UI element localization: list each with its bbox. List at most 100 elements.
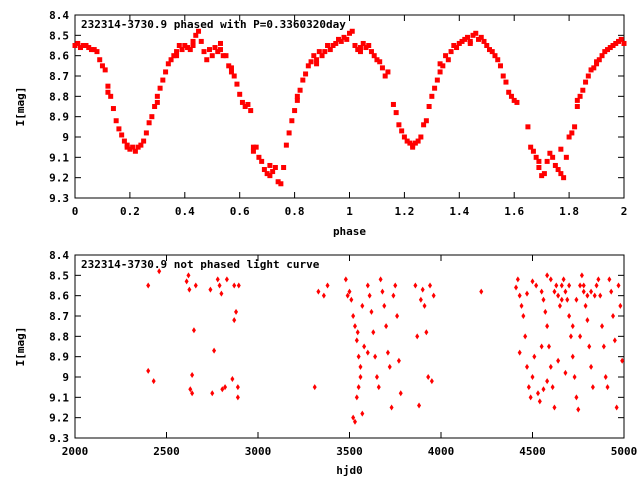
data-point <box>517 349 522 356</box>
unphased-data-points <box>146 268 625 425</box>
data-point <box>563 288 568 295</box>
data-point <box>190 390 195 397</box>
data-point <box>514 284 519 291</box>
data-point <box>422 302 427 309</box>
data-point <box>401 134 407 140</box>
data-point <box>550 154 556 160</box>
data-point <box>327 47 333 53</box>
data-point <box>121 138 127 144</box>
data-point <box>223 53 229 59</box>
data-point <box>373 353 378 360</box>
data-point <box>426 104 432 109</box>
data-point <box>415 138 421 144</box>
data-point <box>91 47 97 53</box>
x-tick-label: 3500 <box>336 445 363 458</box>
data-point <box>539 343 544 350</box>
data-point <box>465 34 471 40</box>
data-point <box>365 282 370 289</box>
data-point <box>207 47 213 53</box>
data-point <box>228 65 234 71</box>
data-point <box>534 282 539 289</box>
data-point <box>151 378 156 385</box>
data-point <box>525 363 530 370</box>
data-point <box>497 63 503 69</box>
data-point <box>220 386 225 393</box>
phased-x-axis-label: phase <box>333 225 366 238</box>
data-point <box>215 276 220 283</box>
data-point <box>612 337 617 344</box>
y-tick-label: 8.5 <box>49 29 69 42</box>
data-point <box>565 296 570 303</box>
y-tick-label: 8.6 <box>49 290 69 303</box>
data-point <box>500 73 506 79</box>
data-point <box>596 276 601 283</box>
data-point <box>555 167 561 173</box>
data-point <box>341 34 347 40</box>
data-point <box>208 286 213 293</box>
data-point <box>578 333 583 340</box>
data-point <box>234 81 240 87</box>
data-point <box>528 144 534 150</box>
data-point <box>154 99 160 105</box>
data-point <box>345 292 350 299</box>
data-point <box>602 49 608 55</box>
data-point <box>577 93 583 99</box>
data-point <box>467 40 473 46</box>
x-tick-label: 0.2 <box>120 205 140 218</box>
y-tick-label: 8.8 <box>49 330 69 343</box>
data-point <box>210 390 215 397</box>
data-point <box>470 32 476 38</box>
data-point <box>568 333 573 340</box>
data-point <box>592 292 597 299</box>
data-point <box>511 97 517 103</box>
x-tick-label: 1.6 <box>504 205 524 218</box>
data-point <box>545 272 550 279</box>
data-point <box>547 150 553 156</box>
phased-y-axis-label: I[mag] <box>14 87 27 127</box>
data-point <box>351 313 356 319</box>
data-point <box>191 327 196 334</box>
x-tick-label: 0.8 <box>285 205 305 218</box>
data-point <box>621 40 627 46</box>
data-point <box>245 101 251 107</box>
data-point <box>149 114 155 120</box>
data-point <box>351 414 356 421</box>
data-point <box>77 45 83 51</box>
data-point <box>204 57 210 63</box>
data-point <box>355 329 360 336</box>
data-point <box>237 91 243 97</box>
data-point <box>188 386 193 393</box>
data-point <box>190 43 196 48</box>
data-point <box>432 85 438 91</box>
data-point <box>119 132 125 138</box>
data-point <box>423 118 429 124</box>
data-point <box>308 59 314 65</box>
data-point <box>559 282 564 289</box>
data-point <box>217 40 223 46</box>
data-point <box>248 108 254 114</box>
data-point <box>88 47 94 53</box>
data-point <box>437 69 443 75</box>
unphased-plot: 8.4 8.5 8.6 8.7 8.8 8.9 9 9.1 9.2 9.3 2000 2500 300… <box>14 249 637 477</box>
data-point <box>476 36 482 42</box>
data-point <box>603 374 608 380</box>
data-point <box>215 49 221 55</box>
data-point <box>343 276 348 283</box>
x-tick-label: 1.2 <box>394 205 414 218</box>
data-point <box>163 69 169 75</box>
data-point <box>413 282 418 289</box>
data-point <box>517 292 522 299</box>
y-tick-label: 8.4 <box>49 9 69 22</box>
data-point <box>314 57 320 63</box>
x-tick-label: 1 <box>346 205 353 218</box>
data-point <box>426 374 431 380</box>
data-point <box>294 93 300 99</box>
data-point <box>330 43 336 48</box>
y-tick-label: 8.9 <box>49 111 69 124</box>
data-point <box>138 142 144 148</box>
data-point <box>528 394 533 401</box>
data-point <box>160 77 166 83</box>
data-point <box>354 337 359 344</box>
data-point <box>165 61 171 67</box>
data-point <box>232 317 237 324</box>
